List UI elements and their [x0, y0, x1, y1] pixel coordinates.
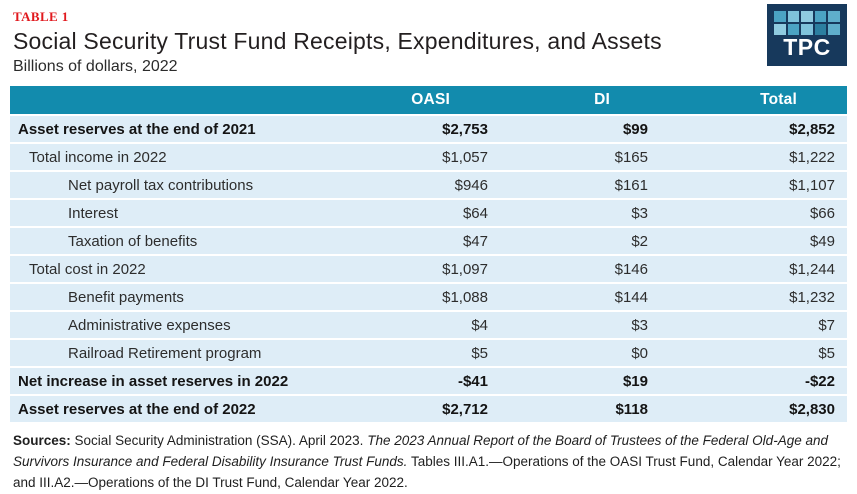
table-header-row: OASI DI Total: [10, 86, 847, 114]
logo-grid-square: [774, 11, 786, 22]
row-value-total: $1,107: [789, 176, 835, 194]
row-value-oasi: $946: [454, 176, 488, 194]
row-value-oasi: $2,753: [442, 120, 488, 138]
row-value-di: $2: [631, 232, 648, 250]
row-value-oasi: $1,057: [442, 148, 488, 166]
page-title: Social Security Trust Fund Receipts, Exp…: [13, 28, 662, 54]
logo-grid-square: [787, 11, 800, 22]
row-label: Net increase in asset reserves in 2022: [18, 372, 289, 390]
tpc-logo-grid: [774, 11, 840, 35]
row-value-total: $1,232: [789, 288, 835, 306]
table-number-label: TABLE 1: [13, 9, 69, 24]
row-value-total: $1,244: [789, 260, 835, 278]
sources-text-2: Tables III.A1.—Operations of the OASI Tr…: [13, 453, 841, 490]
row-label: Total income in 2022: [29, 148, 167, 166]
table-row: Taxation of benefits $47 $2 $49: [10, 228, 847, 254]
table-row: Net increase in asset reserves in 2022 -$…: [10, 368, 847, 394]
table-row: Net payroll tax contributions $946 $161 $1,…: [10, 172, 847, 198]
row-label: Administrative expenses: [68, 316, 231, 334]
logo-grid-square: [828, 11, 840, 22]
row-label: Asset reserves at the end of 2022: [18, 400, 256, 418]
table-row: Asset reserves at the end of 2022 $2,712 $…: [10, 396, 847, 422]
row-value-di: $0: [631, 344, 648, 362]
row-value-total: $5: [818, 344, 835, 362]
row-value-oasi: $5: [471, 344, 488, 362]
table-row: Total cost in 2022 $1,097 $146 $1,244: [10, 256, 847, 282]
table-body: Asset reserves at the end of 2021 $2,753 $…: [10, 116, 847, 422]
page-footer: Sources: Social Security Administration …: [0, 424, 857, 494]
table-area: OASI DI Total Asset reserves at the end …: [0, 86, 857, 422]
sources-label: Sources:: [13, 433, 71, 448]
row-label: Total cost in 2022: [29, 260, 146, 278]
logo-grid-square: [801, 24, 813, 35]
row-label: Taxation of benefits: [68, 232, 198, 250]
row-value-total: $7: [818, 316, 835, 334]
row-value-di: $165: [614, 148, 648, 166]
row-value-total: $1,222: [789, 148, 835, 166]
page-subtitle: Billions of dollars, 2022: [13, 58, 178, 75]
row-value-di: $118: [615, 400, 648, 418]
row-value-total: $2,830: [789, 400, 835, 418]
row-label: Benefit payments: [68, 288, 184, 306]
row-value-total: -$22: [804, 372, 835, 390]
row-value-di: $99: [622, 120, 648, 138]
table-row: Benefit payments $1,088 $144 $1,232: [10, 284, 847, 310]
row-value-oasi: $4: [471, 316, 488, 334]
row-value-di: $3: [631, 204, 648, 222]
row-value-oasi: $47: [462, 232, 488, 250]
row-label: Railroad Retirement program: [68, 344, 262, 362]
row-value-di: $144: [614, 288, 648, 306]
page-header: TABLE 1 Social Security Trust Fund Recei…: [0, 0, 857, 86]
row-value-oasi: -$41: [457, 372, 488, 390]
data-table: OASI DI Total Asset reserves at the end …: [10, 86, 847, 422]
row-value-oasi: $64: [462, 204, 488, 222]
table-row: Total income in 2022 $1,057 $165 $1,222: [10, 144, 847, 170]
column-header-oasi: OASI: [411, 91, 450, 108]
table-row: Asset reserves at the end of 2021 $2,753 $…: [10, 116, 847, 142]
row-label: Asset reserves at the end of 2021: [18, 120, 256, 138]
row-value-total: $49: [809, 232, 835, 250]
logo-grid-square: [787, 24, 800, 35]
row-value-oasi: $1,097: [442, 260, 488, 278]
logo-grid-square: [828, 24, 840, 35]
row-value-total: $2,852: [789, 120, 835, 138]
row-value-oasi: $2,712: [442, 400, 488, 418]
table-row: Administrative expenses $4 $3 $7: [10, 312, 847, 338]
logo-grid-square: [801, 11, 813, 22]
row-value-di: $19: [622, 372, 648, 390]
logo-grid-square: [814, 24, 827, 35]
logo-grid-square: [814, 11, 827, 22]
sources-text-1: Social Security Administration (SSA). Ap…: [74, 433, 364, 448]
logo-grid-square: [774, 24, 786, 35]
row-value-total: $66: [809, 204, 835, 222]
table-row: Railroad Retirement program $5 $0 $5: [10, 340, 847, 366]
column-header-di: DI: [594, 91, 610, 108]
sources-note: Sources: Social Security Administration …: [13, 431, 844, 494]
row-value-di: $146: [614, 260, 648, 278]
row-value-di: $161: [614, 176, 648, 194]
row-label: Net payroll tax contributions: [68, 176, 254, 194]
row-value-oasi: $1,088: [442, 288, 488, 306]
tpc-logo: TPC: [767, 4, 847, 66]
column-header-total: Total: [760, 91, 797, 108]
table-row: Interest $64 $3 $66: [10, 200, 847, 226]
row-value-di: $3: [631, 316, 648, 334]
row-label: Interest: [68, 204, 119, 222]
tpc-logo-text: TPC: [783, 34, 831, 60]
sources-report-title: The 2023 Annual Report of the Board of T…: [13, 433, 828, 469]
